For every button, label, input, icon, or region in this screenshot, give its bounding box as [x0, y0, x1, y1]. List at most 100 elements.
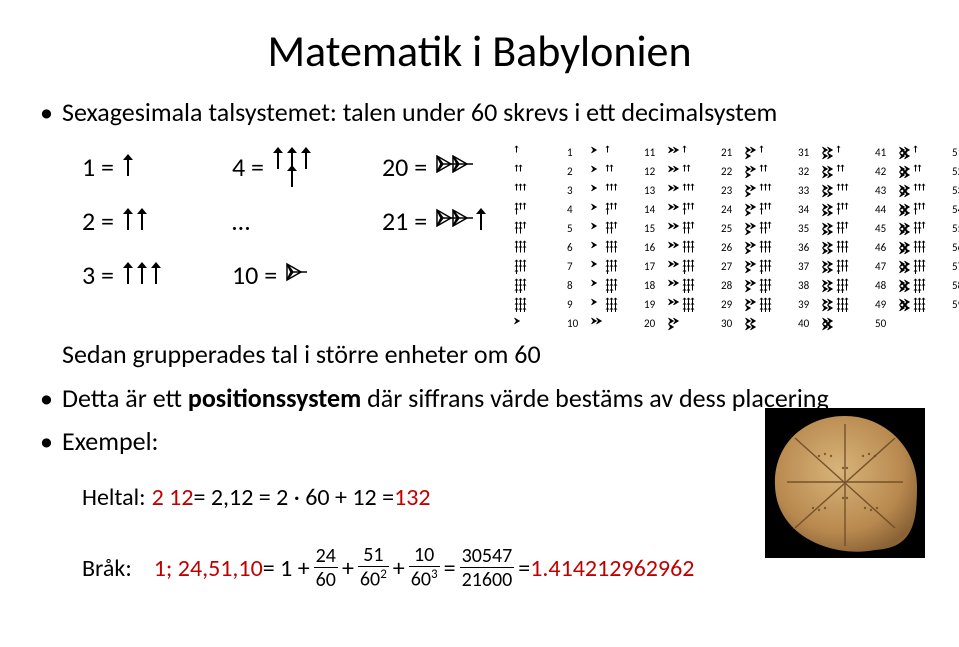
cun-num-24: 24	[718, 203, 739, 216]
cuneiform-3-icon	[122, 260, 170, 290]
frac-1: 2460	[314, 545, 338, 592]
cuneiform-13-icon	[589, 182, 641, 198]
cun-num-37: 37	[795, 260, 816, 273]
cun-cell-2: 2	[512, 163, 585, 180]
cun-num-25: 25	[718, 222, 739, 235]
cun-num-2: 2	[564, 165, 585, 178]
bullet-dot-icon: •	[40, 425, 62, 459]
cuneiform-4-icon	[512, 201, 564, 217]
cun-cell-16: 16	[589, 239, 662, 256]
cuneiform-20-icon	[435, 152, 479, 182]
cun-cell-34: 34	[743, 201, 816, 218]
heltal-eq: = 2,12 = 2 · 60 + 12 =	[194, 483, 395, 512]
f4n: 30547	[460, 545, 515, 568]
cuneiform-14-icon	[589, 201, 641, 217]
cun-num-55: 55	[949, 222, 959, 235]
brak-res: 1.414212962962	[530, 554, 694, 583]
cuneiform-20-icon	[589, 315, 641, 331]
cun-num-27: 27	[718, 260, 739, 273]
ex-4-label: 4 =	[232, 151, 264, 183]
cuneiform-8-icon	[512, 277, 564, 293]
page-title: Matematik i Babylonien	[40, 24, 919, 78]
cuneiform-37-icon	[743, 258, 795, 274]
f4d: 21600	[460, 568, 515, 592]
cun-num-18: 18	[641, 279, 662, 292]
cun-cell-24: 24	[666, 201, 739, 218]
cuneiform-33-icon	[743, 182, 795, 198]
cun-num-30: 30	[718, 317, 739, 330]
cun-num-10: 10	[564, 317, 585, 330]
ex-2-label: 2 =	[82, 205, 114, 237]
cun-cell-26: 26	[666, 239, 739, 256]
ex-dots-label: …	[232, 205, 250, 237]
bullet-dot-icon: •	[40, 96, 62, 130]
f1n: 24	[314, 545, 338, 568]
cun-cell-47: 47	[820, 258, 893, 275]
cun-cell-4: 4	[512, 201, 585, 218]
ex-1-label: 1 =	[82, 151, 114, 183]
cun-cell-40: 40	[743, 315, 816, 332]
cun-cell-1: 1	[512, 144, 585, 161]
cun-cell-30: 30	[666, 315, 739, 332]
cuneiform-10-icon	[285, 260, 309, 290]
cuneiform-15-icon	[589, 220, 641, 236]
cun-num-44: 44	[872, 203, 893, 216]
cuneiform-30-icon	[666, 315, 718, 331]
cuneiform-23-icon	[666, 182, 718, 198]
cun-num-28: 28	[718, 279, 739, 292]
cun-num-9: 9	[564, 298, 585, 311]
cun-num-29: 29	[718, 298, 739, 311]
cun-num-51: 51	[949, 146, 959, 159]
cuneiform-21-icon	[435, 206, 497, 236]
cun-num-53: 53	[949, 184, 959, 197]
cuneiform-28-icon	[666, 277, 718, 293]
cun-num-40: 40	[795, 317, 816, 330]
cun-cell-39: 39	[743, 296, 816, 313]
cun-cell-29: 29	[666, 296, 739, 313]
cun-cell-28: 28	[666, 277, 739, 294]
ex-3-label: 3 =	[82, 259, 114, 291]
cun-cell-14: 14	[589, 201, 662, 218]
cun-num-1: 1	[564, 146, 585, 159]
cun-num-17: 17	[641, 260, 662, 273]
cun-cell-5: 5	[512, 220, 585, 237]
cun-num-7: 7	[564, 260, 585, 273]
pos-bold: positionssystem	[188, 382, 361, 414]
cuneiform-18-icon	[589, 277, 641, 293]
pos-text-2: där siffrans värde bestäms av dess place…	[361, 382, 828, 414]
cun-cell-55: 55	[897, 220, 959, 237]
cun-cell-7: 7	[512, 258, 585, 275]
cuneiform-54-icon	[897, 201, 949, 217]
cuneiform-43-icon	[820, 182, 872, 198]
clay-tablet-icon	[765, 408, 925, 558]
cun-num-35: 35	[795, 222, 816, 235]
brak-p3: =	[444, 554, 456, 583]
cun-num-34: 34	[795, 203, 816, 216]
cuneiform-31-icon	[743, 144, 795, 160]
cuneiform-53-icon	[897, 182, 949, 198]
cun-cell-51: 51	[897, 144, 959, 161]
f1d: 60	[314, 568, 338, 592]
cun-num-20: 20	[641, 317, 662, 330]
f2d: 602	[358, 567, 389, 592]
cuneiform-26-icon	[666, 239, 718, 255]
cuneiform-22-icon	[666, 163, 718, 179]
cun-cell-15: 15	[589, 220, 662, 237]
cun-cell-44: 44	[820, 201, 893, 218]
cun-num-38: 38	[795, 279, 816, 292]
cun-num-11: 11	[641, 146, 662, 159]
cun-cell-12: 12	[589, 163, 662, 180]
frac-4: 3054721600	[460, 545, 515, 592]
cun-num-32: 32	[795, 165, 816, 178]
cun-cell-45: 45	[820, 220, 893, 237]
cuneiform-40-icon	[743, 315, 795, 331]
cun-cell-6: 6	[512, 239, 585, 256]
cun-num-21: 21	[718, 146, 739, 159]
cun-num-54: 54	[949, 203, 959, 216]
cun-cell-49: 49	[820, 296, 893, 313]
cuneiform-44-icon	[820, 201, 872, 217]
cuneiform-46-icon	[820, 239, 872, 255]
cuneiform-59-icon	[897, 296, 949, 312]
cun-cell-46: 46	[820, 239, 893, 256]
cun-cell-38: 38	[743, 277, 816, 294]
